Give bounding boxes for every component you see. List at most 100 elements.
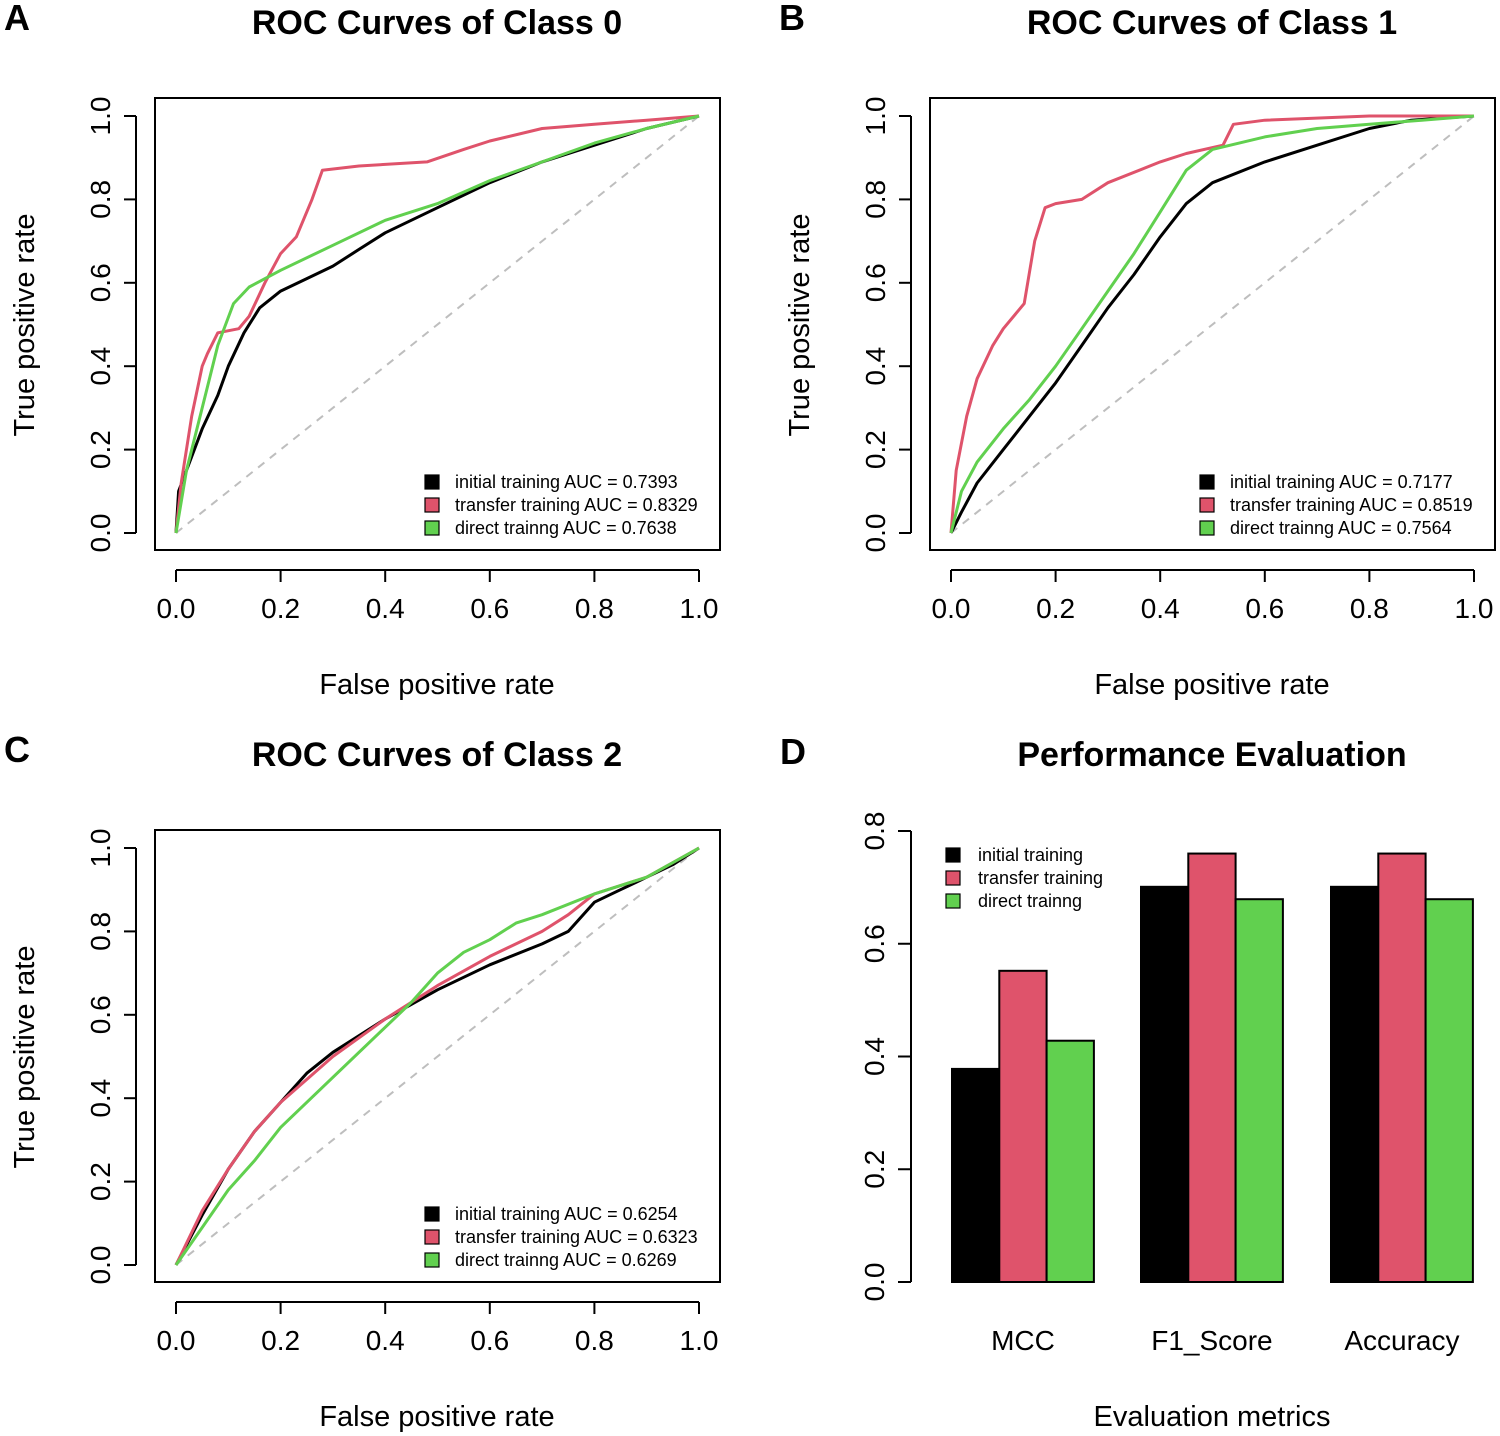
y-tick-label: 0.8: [85, 180, 116, 219]
x-category-label: MCC: [991, 1325, 1055, 1356]
legend-label: direct trainng AUC = 0.7564: [1230, 518, 1452, 538]
y-tick-label: 0.0: [860, 514, 891, 553]
y-tick-label: 0.0: [859, 1263, 890, 1302]
panel-c: C ROC Curves of Class 2 0.0 0.2 0.4 0.6 0.8 1.0…: [4, 729, 721, 1433]
x-tick-label: 0.0: [157, 593, 196, 624]
x-axis-label: False positive rate: [1094, 669, 1329, 701]
x-category-label: Accuracy: [1344, 1325, 1459, 1356]
legend-label: direct trainng: [978, 891, 1082, 911]
y-tick-label: 0.2: [859, 1150, 890, 1189]
plot-frame: [154, 97, 721, 551]
chance-diagonal-line: [950, 115, 1475, 534]
chart-title: Performance Evaluation: [1017, 736, 1406, 774]
x-tick-label: 0.0: [157, 1325, 196, 1356]
legend-label: transfer training AUC = 0.8329: [455, 495, 698, 515]
x-tick-label: 1.0: [1455, 593, 1494, 624]
legend-swatch-initial: [1199, 474, 1215, 490]
plot-frame: [929, 97, 1496, 551]
x-tick-label: 1.0: [680, 593, 719, 624]
y-tick-label: 0.8: [85, 912, 116, 951]
bar-transfer-mcc: [998, 969, 1048, 1283]
panel-letter: A: [4, 0, 30, 38]
roc-curve-direct: [174, 846, 700, 1266]
x-tick-label: 0.2: [261, 593, 300, 624]
chart-title: ROC Curves of Class 1: [1027, 4, 1397, 42]
legend-label: transfer training AUC = 0.8519: [1230, 495, 1473, 515]
y-tick-label: 0.2: [860, 430, 891, 469]
legend-swatch-initial: [945, 847, 961, 863]
x-tick-label: 1.0: [680, 1325, 719, 1356]
y-tick-label: 0.2: [85, 1162, 116, 1201]
plot-frame: [154, 829, 721, 1283]
x-tick-label: 0.6: [470, 593, 509, 624]
legend-swatch-direct: [424, 520, 440, 536]
x-tick-label: 0.4: [366, 1325, 405, 1356]
panel-b: B ROC Curves of Class 1 0.0 0.2 0.4 0.6 0.8 1.0…: [779, 0, 1496, 701]
y-tick-label: 1.0: [85, 97, 116, 136]
legend-swatch-initial: [424, 1206, 440, 1222]
y-tick-label: 0.6: [85, 995, 116, 1034]
x-category-label: F1_Score: [1151, 1325, 1272, 1356]
x-tick-label: 0.4: [366, 593, 405, 624]
y-tick-label: 0.4: [85, 347, 116, 386]
legend-label: direct trainng AUC = 0.6269: [455, 1250, 677, 1270]
panel-letter: C: [4, 729, 30, 770]
chance-diagonal-line: [175, 847, 700, 1266]
legend-swatch-direct: [1199, 520, 1215, 536]
panel-a: A ROC Curves of Class 0 0.0 0.2 0.4 0.6 0.8 1.0…: [4, 0, 721, 701]
x-axis-label: Evaluation metrics: [1094, 1401, 1331, 1433]
bar-initial-f1_score: [1140, 885, 1190, 1284]
x-tick-label: 0.4: [1141, 593, 1180, 624]
x-axis-label: False positive rate: [319, 669, 554, 701]
bar-direct-f1_score: [1234, 898, 1284, 1283]
legend-label: initial training: [978, 845, 1083, 865]
legend-label: initial training AUC = 0.6254: [455, 1204, 678, 1224]
y-tick-label: 0.4: [85, 1079, 116, 1118]
chart-title: ROC Curves of Class 2: [252, 736, 622, 774]
y-axis-label: True positive rate: [9, 946, 41, 1169]
y-tick-label: 1.0: [860, 97, 891, 136]
legend-swatch-transfer: [945, 870, 961, 886]
roc-curve-direct: [174, 114, 700, 534]
legend-label: transfer training: [978, 868, 1103, 888]
y-axis-label: True positive rate: [9, 214, 41, 437]
legend-label: initial training AUC = 0.7177: [1230, 472, 1453, 492]
legend-swatch-transfer: [424, 497, 440, 513]
chance-diagonal-line: [175, 115, 700, 534]
roc-curve-transfer: [949, 114, 1474, 534]
x-tick-label: 0.8: [575, 593, 614, 624]
x-tick-label: 0.0: [932, 593, 971, 624]
chart-title: ROC Curves of Class 0: [252, 4, 622, 42]
y-tick-label: 0.4: [859, 1037, 890, 1076]
y-tick-label: 0.8: [860, 180, 891, 219]
y-tick-label: 0.6: [85, 263, 116, 302]
bar-direct-mcc: [1045, 1039, 1095, 1283]
legend-swatch-transfer: [1199, 497, 1215, 513]
y-axis-label: True positive rate: [784, 214, 816, 437]
legend-label: direct trainng AUC = 0.7638: [455, 518, 677, 538]
y-tick-label: 1.0: [85, 829, 116, 868]
x-tick-label: 0.2: [261, 1325, 300, 1356]
roc-curve-direct: [949, 114, 1475, 534]
legend-swatch-direct: [945, 893, 961, 909]
legend-label: initial training AUC = 0.7393: [455, 472, 678, 492]
panel-letter: B: [779, 0, 805, 38]
legend-swatch-direct: [424, 1252, 440, 1268]
y-tick-label: 0.0: [85, 514, 116, 553]
bar-transfer-accuracy: [1377, 852, 1427, 1283]
panel-d: D Performance Evaluation 0.0 0.2 0.4 0.6 0.8 MC…: [780, 731, 1474, 1433]
legend-swatch-initial: [424, 474, 440, 490]
y-tick-label: 0.8: [859, 812, 890, 851]
x-tick-label: 0.6: [470, 1325, 509, 1356]
roc-curve-transfer: [174, 114, 700, 534]
x-tick-label: 0.8: [1350, 593, 1389, 624]
y-tick-label: 0.0: [85, 1246, 116, 1285]
y-tick-label: 0.2: [85, 430, 116, 469]
legend-label: transfer training AUC = 0.6323: [455, 1227, 698, 1247]
x-tick-label: 0.6: [1245, 593, 1284, 624]
y-tick-label: 0.4: [860, 347, 891, 386]
y-tick-label: 0.6: [860, 263, 891, 302]
x-axis-label: False positive rate: [319, 1401, 554, 1433]
x-tick-label: 0.8: [575, 1325, 614, 1356]
